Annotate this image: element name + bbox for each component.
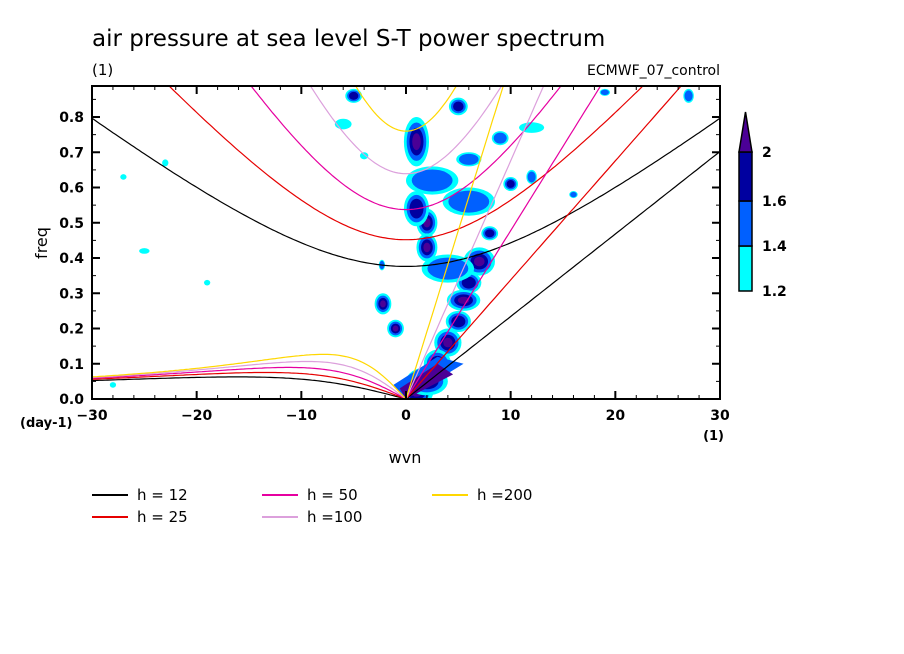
legend-label: h =100 [307, 508, 362, 526]
y-tick-label: 0.5 [59, 216, 84, 232]
power-region-28-level-0 [162, 159, 169, 167]
ig-curve-h100 [309, 86, 503, 175]
power-region-35-level-1 [427, 257, 469, 280]
chart-title: air pressure at sea level S-T power spec… [92, 26, 605, 52]
x-tick-label: 10 [501, 408, 521, 424]
power-region-22-level-1 [600, 89, 609, 96]
x-axis-title: wvn [389, 448, 422, 467]
x-tick-label: −10 [286, 408, 317, 424]
legend-label: h = 25 [137, 508, 188, 526]
x-tick-label: −20 [181, 408, 212, 424]
rossby-curve-h12 [92, 376, 407, 399]
colorbar-segment-0 [738, 245, 753, 292]
power-region-1-level-3 [412, 133, 421, 151]
legend-label: h = 12 [137, 486, 188, 504]
kelvin-curve-h200 [405, 86, 504, 399]
power-region-34-level-1 [448, 190, 490, 213]
kelvin-curve-h100 [405, 86, 545, 399]
y-tick-label: 0.0 [59, 392, 84, 408]
power-region-5-level-3 [473, 256, 485, 267]
power-region-32-level-0 [120, 174, 127, 180]
colorbar-label: 1.4 [762, 239, 787, 255]
chart-subtitle-run: ECMWF_07_control [587, 63, 720, 79]
chart-subtitle-units: (1) [92, 61, 113, 79]
colorbar-label: 2 [762, 145, 772, 161]
x-axis: −30 −20 −10 0 10 20 30 [76, 86, 730, 424]
rossby-curve-h100 [92, 360, 407, 399]
ig-curve-h200 [355, 86, 457, 132]
x-tick-label: 0 [401, 408, 411, 424]
colorbar-segment-1 [738, 200, 753, 247]
y-tick-label: 0.1 [59, 357, 84, 373]
power-region-31-level-0 [203, 279, 211, 286]
ig-curve-h25 [168, 86, 644, 241]
x-tick-label: 20 [606, 408, 626, 424]
power-region-6-level-2 [461, 276, 476, 289]
power-region-29-level-0 [139, 248, 150, 254]
power-region-24-level-1 [527, 171, 536, 183]
x-unit-label: (1) [703, 429, 724, 444]
power-region-14-level-2 [453, 101, 464, 112]
y-tick-label: 0.3 [59, 286, 84, 302]
power-region-15-level-2 [348, 91, 359, 100]
power-region-33-level-1 [411, 169, 453, 192]
colorbar-extend-triangle [738, 111, 753, 153]
y-tick-label: 0.7 [59, 145, 84, 161]
power-region-30-level-0 [109, 382, 117, 388]
rossby-curve-h200 [92, 353, 407, 399]
y-tick-label: 0.4 [59, 251, 84, 267]
y-tick-label: 0.8 [59, 110, 84, 126]
rossby-curve-h50 [92, 366, 407, 399]
power-region-8-level-2 [451, 315, 466, 328]
power-region-9-level-3 [443, 337, 453, 348]
colorbar-segment-2 [738, 151, 753, 202]
power-region-12-level-3 [380, 300, 386, 308]
legend-label: h =200 [477, 486, 532, 504]
ig-curve-h12 [92, 117, 720, 267]
power-region-19-level-1 [493, 132, 507, 144]
colorbar-label: 1.2 [762, 284, 787, 300]
kelvin-curve-h12 [405, 151, 720, 399]
y-axis: 0.0 0.1 0.2 0.3 0.4 0.5 0.6 0.7 0.8 [59, 98, 720, 408]
power-region-16-level-2 [506, 180, 515, 188]
colorbar-label: 1.6 [762, 194, 787, 210]
kelvin-curve-h50 [405, 86, 602, 399]
y-unit-label: (day-1) [20, 416, 72, 431]
power-region-21-level-1 [684, 90, 693, 102]
legend-label: h = 50 [307, 486, 358, 504]
y-tick-label: 0.2 [59, 322, 84, 338]
power-region-20-level-0 [519, 122, 545, 133]
x-tick-label: 30 [710, 408, 730, 424]
dispersion-curves [92, 86, 720, 399]
power-region-18-level-1 [459, 153, 479, 165]
power-region-17-level-2 [485, 229, 495, 238]
x-tick-label: −30 [76, 408, 107, 424]
power-contours [109, 88, 694, 399]
power-region-4-level-3 [423, 242, 431, 253]
rossby-curve-h25 [92, 371, 407, 399]
y-tick-label: 0.6 [59, 181, 84, 197]
y-axis-title: freq [32, 227, 51, 259]
kelvin-curve-h25 [405, 86, 682, 399]
power-region-26-level-0 [359, 152, 369, 160]
power-region-13-level-3 [392, 325, 399, 332]
ig-curve-h50 [250, 86, 562, 211]
colorbar: 1.2 1.4 1.6 2 [738, 111, 787, 300]
power-region-23-level-1 [570, 191, 577, 198]
legend: h = 12 h = 25 h = 50 h =100 h =200 [92, 486, 532, 526]
